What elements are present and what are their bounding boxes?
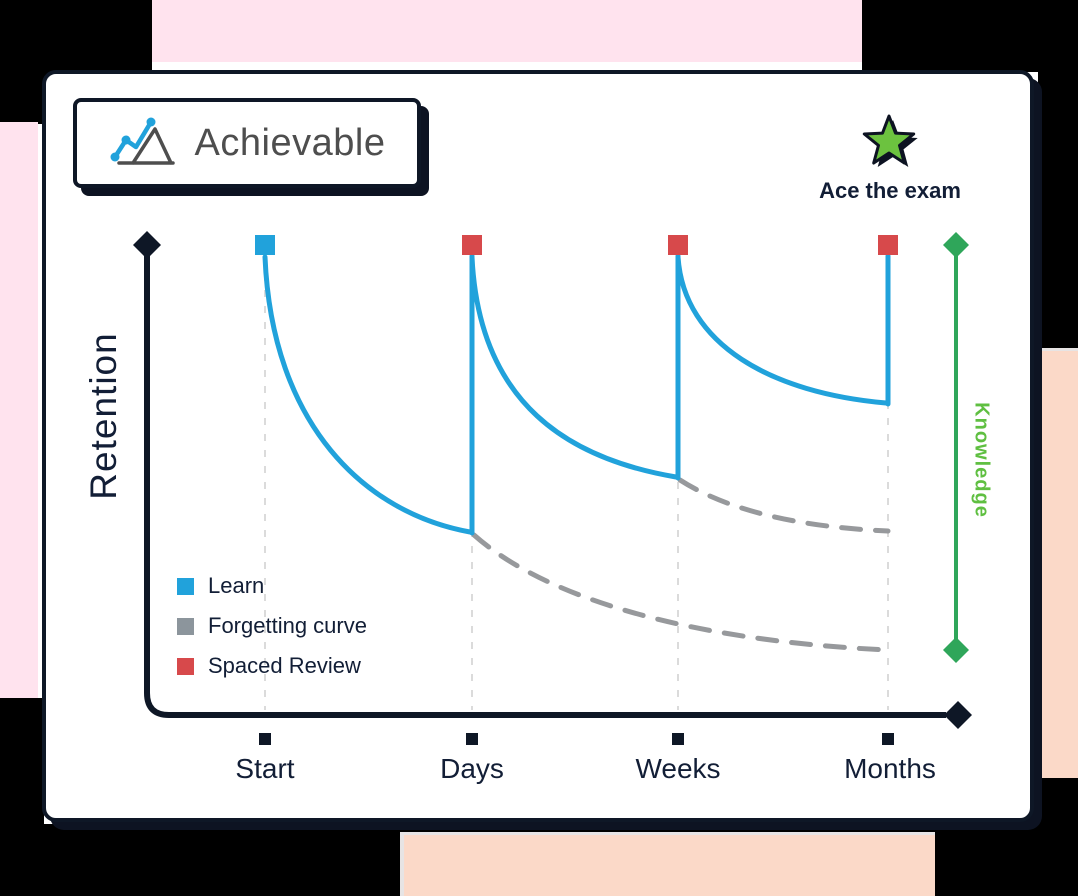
achievable-logo-icon <box>109 113 185 174</box>
legend-swatch-spaced-review <box>177 657 194 675</box>
x-axis-ticks <box>259 733 894 745</box>
achievable-logo-text: Achievable <box>194 121 386 164</box>
x-tick-label-weeks: Weeks <box>635 753 721 784</box>
tick-start <box>259 733 271 745</box>
main-card <box>42 70 1034 822</box>
x-tick-label-start: Start <box>235 753 295 784</box>
x-tick-label-days: Days <box>440 753 504 784</box>
legend-item-learn: Learn <box>177 573 367 598</box>
tick-months <box>882 733 894 745</box>
legend-item-spaced-review: Spaced Review <box>177 653 367 678</box>
x-tick-label-months: Months <box>844 753 936 784</box>
legend-label-forgetting-curve: Forgetting curve <box>208 613 367 638</box>
learn-decay-3 <box>675 254 889 406</box>
knowledge-diamond-bottom <box>943 637 969 663</box>
x-axis-diamond-cap <box>944 701 972 729</box>
background-block-right-peach <box>1042 348 1078 778</box>
learn-decay-2 <box>469 254 679 480</box>
y-axis-label: Retention <box>83 332 124 500</box>
star-icon <box>859 112 925 179</box>
background-block-top-right-black <box>862 0 1078 72</box>
axes <box>133 231 972 729</box>
spaced-review-marker-days <box>462 235 482 255</box>
tick-weeks <box>672 733 684 745</box>
ace-the-exam-label: Ace the exam <box>819 178 961 203</box>
knowledge-range-line <box>943 232 969 663</box>
learn-decay-1 <box>262 254 473 535</box>
learn-curves <box>262 253 891 536</box>
forgetting-curve-from-days <box>471 532 891 653</box>
spaced-review-marker-weeks <box>668 235 688 255</box>
axis-lines <box>144 250 946 718</box>
legend-label-learn: Learn <box>208 573 265 598</box>
background-block-top-pink <box>152 0 862 62</box>
background-block-bottom-peach <box>400 832 935 896</box>
forgetting-curve-from-weeks <box>677 477 891 534</box>
legend-item-forgetting-curve: Forgetting curve <box>177 613 367 638</box>
background-block-left-pink <box>0 122 38 700</box>
legend-swatch-forgetting-curve <box>177 617 194 635</box>
knowledge-diamond-top <box>943 232 969 258</box>
spaced-review-marker-months <box>878 235 898 255</box>
legend-label-spaced-review: Spaced Review <box>208 653 361 678</box>
tick-days <box>466 733 478 745</box>
y-axis-diamond-cap <box>133 231 161 259</box>
forgetting-curves <box>471 477 891 653</box>
chart-legend: Learn Forgetting curve Spaced Review <box>177 573 367 694</box>
knowledge-axis-label: Knowledge <box>970 402 993 518</box>
legend-swatch-learn <box>177 577 194 595</box>
learn-marker <box>255 235 275 255</box>
achievable-logo-box: Achievable <box>73 98 421 188</box>
